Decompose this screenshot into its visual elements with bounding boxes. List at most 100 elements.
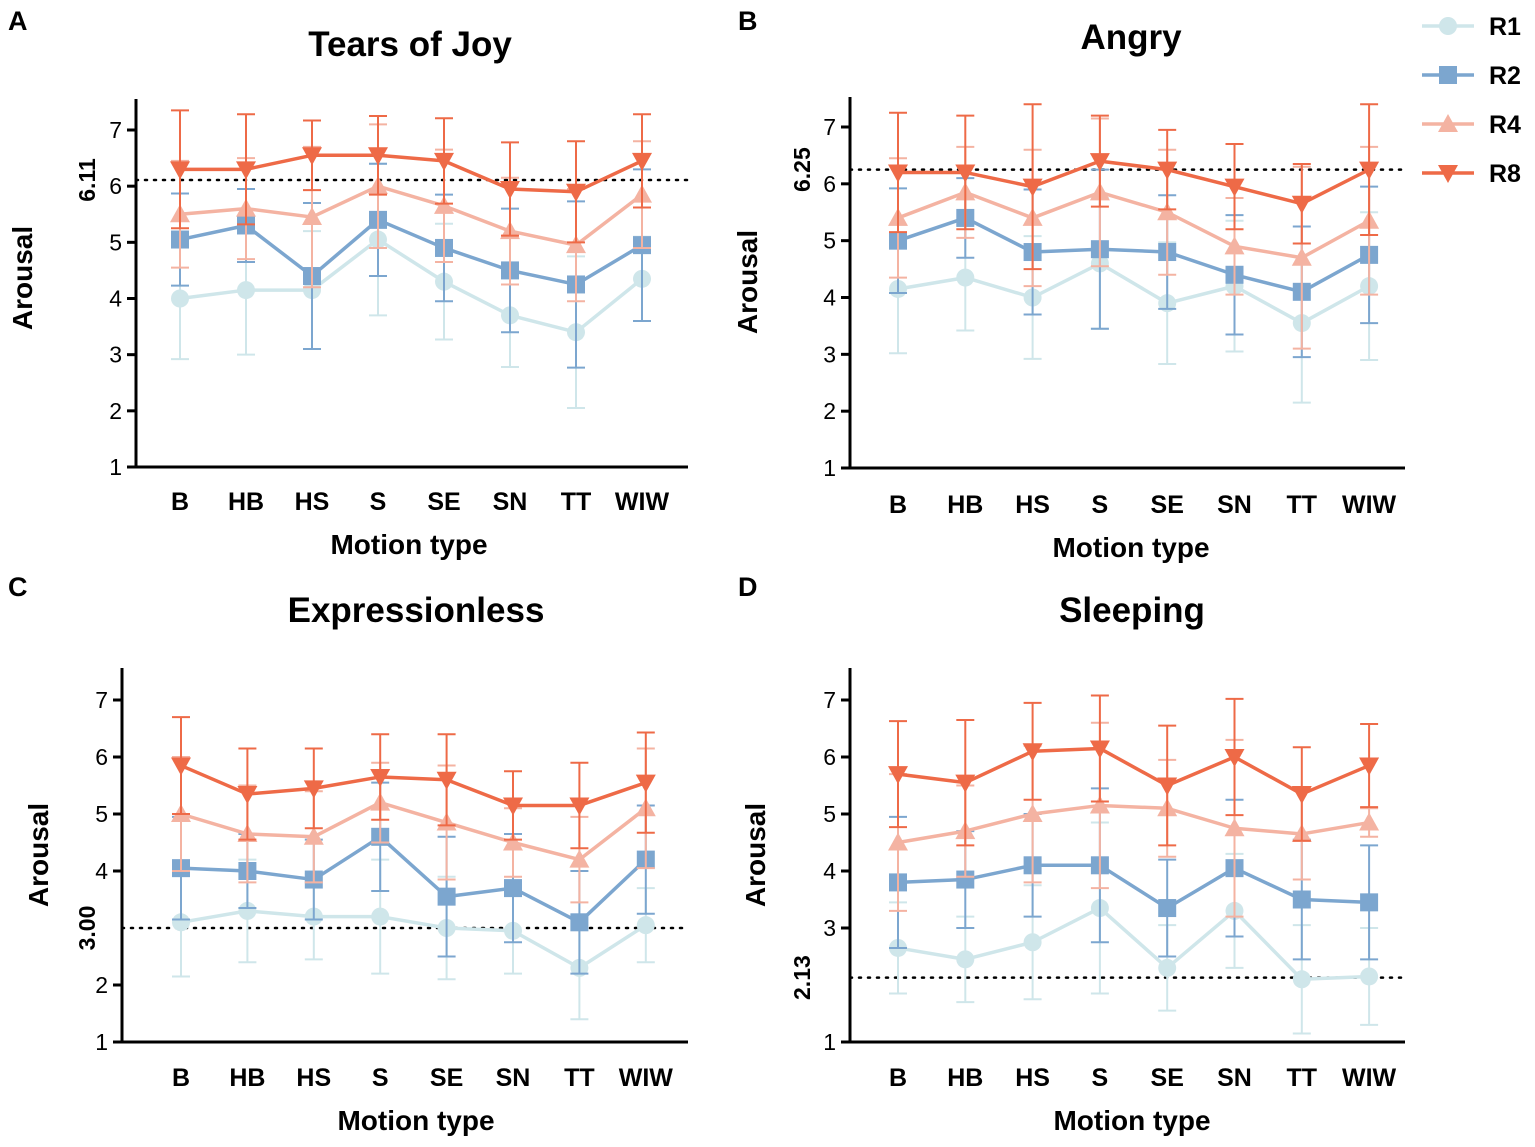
series-line bbox=[897, 803, 1370, 845]
data-point bbox=[1224, 749, 1245, 767]
series-line bbox=[180, 909, 647, 970]
legend-entry-R2: R2 bbox=[1422, 62, 1521, 90]
x-tick-label: S bbox=[372, 1064, 389, 1092]
data-point bbox=[888, 766, 908, 785]
data-point bbox=[956, 950, 975, 969]
y-tick-label: 6 bbox=[823, 171, 836, 197]
y-tick-label: 1 bbox=[823, 455, 836, 481]
x-tick-label: SN bbox=[496, 1064, 531, 1092]
series-line bbox=[897, 190, 1370, 260]
data-point bbox=[171, 289, 189, 308]
y-tick-label: 5 bbox=[109, 229, 122, 255]
data-point bbox=[632, 152, 652, 171]
legend-marker bbox=[1438, 114, 1458, 132]
panel-letter: C bbox=[8, 572, 28, 602]
series-R4 bbox=[888, 117, 1380, 350]
data-point bbox=[569, 849, 590, 868]
series-line bbox=[898, 159, 1370, 206]
x-tick-label: HB bbox=[947, 491, 983, 519]
series-R1 bbox=[172, 858, 655, 1021]
data-point bbox=[1291, 247, 1312, 266]
data-point bbox=[1157, 202, 1178, 221]
data-point bbox=[570, 913, 589, 932]
data-point bbox=[237, 281, 255, 300]
data-point bbox=[1360, 967, 1379, 986]
y-tick-label: 2 bbox=[95, 972, 108, 998]
series-line bbox=[179, 218, 643, 287]
data-point bbox=[371, 907, 390, 926]
data-point bbox=[1224, 236, 1245, 255]
y-tick-label: 6 bbox=[109, 173, 122, 199]
panel-letter: A bbox=[8, 6, 28, 36]
y-axis-label: Arousal bbox=[7, 226, 38, 330]
y-tick-label: 7 bbox=[823, 687, 836, 713]
x-axis-label: Motion type bbox=[330, 529, 487, 560]
data-point bbox=[500, 180, 520, 199]
data-point bbox=[303, 826, 324, 845]
data-point bbox=[436, 771, 457, 790]
y-axis-label: Arousal bbox=[732, 230, 763, 334]
data-point bbox=[1292, 890, 1311, 909]
legend-entry-R1: R1 bbox=[1422, 13, 1521, 41]
data-point bbox=[238, 901, 257, 920]
legend-label: R4 bbox=[1489, 111, 1521, 139]
data-point bbox=[437, 887, 456, 906]
reference-line-label: 6.11 bbox=[74, 158, 100, 202]
y-tick-label: 5 bbox=[823, 801, 836, 827]
y-tick-label: 1 bbox=[95, 1029, 108, 1055]
legend-entry-R4: R4 bbox=[1422, 111, 1521, 139]
data-point bbox=[955, 164, 976, 183]
data-point bbox=[955, 774, 976, 793]
x-tick-label: TT bbox=[1287, 1064, 1318, 1092]
series-R8 bbox=[888, 103, 1380, 271]
x-tick-label: HS bbox=[1015, 1064, 1050, 1092]
x-tick-label: SE bbox=[1151, 491, 1184, 519]
series-R8 bbox=[171, 716, 656, 850]
series-line bbox=[897, 261, 1370, 325]
data-point bbox=[503, 832, 523, 851]
x-tick-label: B bbox=[171, 488, 189, 516]
x-tick-label: S bbox=[370, 488, 387, 516]
x-tick-label: WIW bbox=[1342, 1064, 1397, 1092]
x-tick-label: B bbox=[172, 1064, 190, 1092]
data-point bbox=[1158, 899, 1177, 918]
legend: R1 R2 R4 R8 bbox=[1422, 13, 1521, 188]
panel-A: A Tears of Joy 1 2 3 4 5 6 7 B HB HS S SE SN TT WIW Motio… bbox=[7, 6, 690, 560]
legend-label: R2 bbox=[1489, 62, 1521, 90]
data-point bbox=[1089, 740, 1110, 759]
data-point bbox=[1291, 195, 1312, 214]
x-axis-label: Motion type bbox=[1052, 532, 1209, 563]
legend-marker bbox=[1439, 17, 1457, 35]
y-tick-label: 4 bbox=[823, 285, 836, 311]
series-line bbox=[180, 800, 647, 862]
series-R2 bbox=[889, 787, 1379, 961]
data-point bbox=[1089, 153, 1110, 172]
x-axis-label: Motion type bbox=[1053, 1105, 1210, 1136]
data-point bbox=[1022, 743, 1043, 762]
data-point bbox=[1022, 804, 1043, 822]
data-point bbox=[1158, 958, 1177, 977]
y-tick-label: 3 bbox=[109, 342, 122, 368]
y-tick-label: 4 bbox=[109, 286, 122, 312]
data-point bbox=[302, 207, 322, 226]
y-tick-label: 7 bbox=[823, 114, 836, 140]
x-tick-label: WIW bbox=[615, 488, 670, 516]
series-line bbox=[897, 216, 1370, 294]
x-tick-label: S bbox=[1092, 491, 1109, 519]
data-point bbox=[370, 768, 391, 787]
series-line bbox=[179, 184, 644, 247]
legend-label: R8 bbox=[1489, 160, 1521, 188]
x-tick-label: TT bbox=[1287, 491, 1318, 519]
data-point bbox=[170, 161, 190, 180]
series-line bbox=[897, 746, 1370, 796]
y-tick-label: 3 bbox=[823, 915, 836, 941]
x-tick-label: SN bbox=[1217, 1064, 1252, 1092]
data-point bbox=[1224, 178, 1245, 197]
panel-C: C Expressionless 1 2 4 5 6 7 B HB HS S SE SN TT WIW Moti… bbox=[8, 572, 690, 1136]
data-point bbox=[1359, 161, 1380, 180]
data-point bbox=[1089, 795, 1110, 814]
data-point bbox=[636, 916, 655, 935]
x-tick-label: WIW bbox=[619, 1064, 674, 1092]
y-tick-label: 6 bbox=[95, 744, 108, 770]
